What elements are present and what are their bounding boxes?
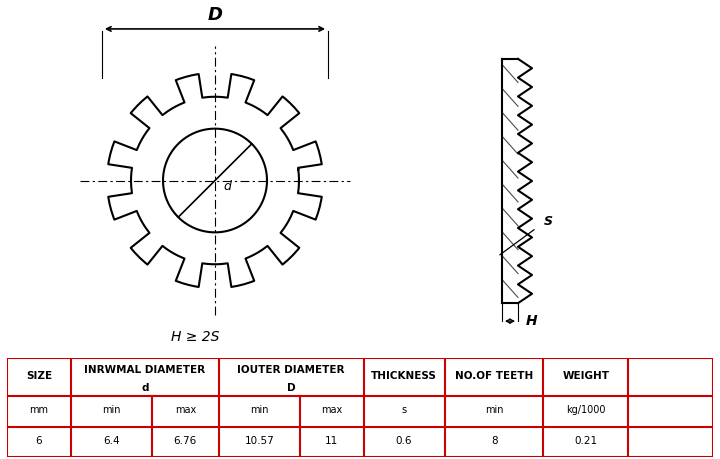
- Text: d: d: [223, 180, 231, 194]
- Text: SIZE: SIZE: [26, 371, 52, 381]
- Text: S: S: [544, 215, 553, 228]
- Text: D: D: [207, 6, 222, 24]
- Text: 0.21: 0.21: [575, 436, 598, 446]
- Text: 8: 8: [491, 436, 498, 446]
- Text: mm: mm: [30, 405, 48, 415]
- Text: D: D: [287, 383, 295, 392]
- Text: WEIGHT: WEIGHT: [562, 371, 609, 381]
- Text: max: max: [321, 405, 343, 415]
- Text: 6.4: 6.4: [103, 436, 120, 446]
- Text: kg/1000: kg/1000: [566, 405, 606, 415]
- Text: H: H: [526, 314, 538, 328]
- Text: INRWMAL DIAMETER: INRWMAL DIAMETER: [84, 365, 205, 375]
- Text: THICKNESS: THICKNESS: [372, 371, 437, 381]
- Text: H ≥ 2S: H ≥ 2S: [171, 330, 219, 344]
- Text: 6.76: 6.76: [174, 436, 197, 446]
- Text: 11: 11: [325, 436, 338, 446]
- Text: d: d: [141, 383, 148, 392]
- Text: min: min: [251, 405, 269, 415]
- Text: s: s: [402, 405, 407, 415]
- Text: min: min: [485, 405, 503, 415]
- Text: max: max: [175, 405, 196, 415]
- Text: IOUTER DIAMETER: IOUTER DIAMETER: [238, 365, 345, 375]
- Text: 0.6: 0.6: [396, 436, 413, 446]
- Text: min: min: [102, 405, 120, 415]
- Text: 6: 6: [35, 436, 42, 446]
- Text: 10.57: 10.57: [245, 436, 274, 446]
- Text: NO.OF TEETH: NO.OF TEETH: [455, 371, 534, 381]
